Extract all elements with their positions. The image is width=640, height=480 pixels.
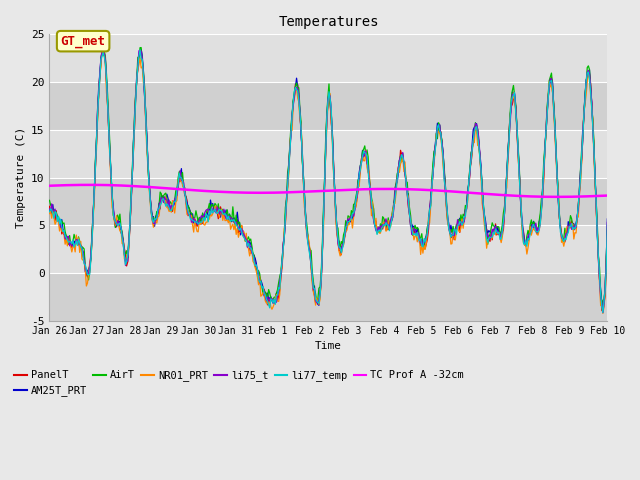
PanelT xyxy=(312,300,319,305)
TC Prof A -32cm xyxy=(349,187,356,192)
NR01_PRT xyxy=(604,233,611,239)
li75_t xyxy=(349,212,356,218)
AM25T_PRT xyxy=(138,47,145,52)
li77_temp xyxy=(599,310,607,315)
Bar xyxy=(49,130,607,178)
PanelT xyxy=(604,223,611,228)
Line: AM25T_PRT: AM25T_PRT xyxy=(49,49,607,305)
AM25T_PRT xyxy=(312,298,319,304)
Bar xyxy=(49,273,607,321)
Bar xyxy=(49,178,607,225)
AirT xyxy=(504,151,512,157)
AirT xyxy=(315,285,323,291)
li75_t xyxy=(599,310,607,315)
li75_t xyxy=(591,172,599,178)
li77_temp xyxy=(591,174,599,180)
Line: li75_t: li75_t xyxy=(49,50,607,312)
NR01_PRT xyxy=(45,211,53,216)
li77_temp xyxy=(604,222,611,228)
AirT xyxy=(598,303,605,309)
TC Prof A -32cm xyxy=(312,188,319,194)
AM25T_PRT xyxy=(604,216,611,222)
li75_t xyxy=(312,298,319,303)
li77_temp xyxy=(504,152,512,158)
AirT xyxy=(349,214,356,219)
li75_t xyxy=(604,220,611,226)
TC Prof A -32cm xyxy=(593,193,600,199)
AM25T_PRT xyxy=(349,214,356,220)
TC Prof A -32cm xyxy=(604,192,611,198)
Bar xyxy=(49,35,607,82)
Text: GT_met: GT_met xyxy=(61,35,106,48)
li77_temp xyxy=(315,300,323,306)
X-axis label: Time: Time xyxy=(315,341,342,351)
AirT xyxy=(604,226,611,232)
AM25T_PRT xyxy=(504,148,512,154)
Y-axis label: Temperature (C): Temperature (C) xyxy=(15,127,26,228)
PanelT xyxy=(591,172,599,178)
li77_temp xyxy=(136,47,144,53)
TC Prof A -32cm xyxy=(504,192,512,198)
li75_t xyxy=(136,48,144,53)
NR01_PRT xyxy=(379,222,387,228)
li77_temp xyxy=(312,296,319,302)
AirT xyxy=(138,45,145,50)
TC Prof A -32cm xyxy=(86,182,93,188)
li75_t xyxy=(315,298,323,303)
AirT xyxy=(379,214,387,220)
NR01_PRT xyxy=(591,179,599,184)
NR01_PRT xyxy=(312,302,319,308)
PanelT xyxy=(599,309,607,314)
li75_t xyxy=(45,206,53,212)
AM25T_PRT xyxy=(591,178,599,183)
NR01_PRT xyxy=(98,48,106,54)
PanelT xyxy=(45,204,53,209)
AM25T_PRT xyxy=(315,302,323,308)
AM25T_PRT xyxy=(599,302,607,308)
Line: TC Prof A -32cm: TC Prof A -32cm xyxy=(49,185,607,197)
Title: Temperatures: Temperatures xyxy=(278,15,379,29)
PanelT xyxy=(349,210,356,216)
NR01_PRT xyxy=(349,225,356,231)
Line: li77_temp: li77_temp xyxy=(49,50,607,312)
TC Prof A -32cm xyxy=(379,186,387,192)
PanelT xyxy=(315,300,323,305)
li77_temp xyxy=(45,209,53,215)
Line: AirT: AirT xyxy=(49,48,607,306)
NR01_PRT xyxy=(315,301,323,307)
TC Prof A -32cm xyxy=(45,183,53,189)
NR01_PRT xyxy=(504,160,512,166)
AirT xyxy=(591,177,599,183)
Bar xyxy=(49,82,607,130)
AirT xyxy=(312,290,319,296)
NR01_PRT xyxy=(599,311,607,316)
Bar xyxy=(49,225,607,273)
TC Prof A -32cm xyxy=(553,194,561,200)
li75_t xyxy=(379,222,387,228)
li75_t xyxy=(504,154,512,160)
AM25T_PRT xyxy=(379,222,387,228)
AirT xyxy=(45,197,53,203)
TC Prof A -32cm xyxy=(315,188,323,194)
Legend: PanelT, AM25T_PRT, AirT, NR01_PRT, li75_t, li77_temp, TC Prof A -32cm: PanelT, AM25T_PRT, AirT, NR01_PRT, li75_… xyxy=(10,366,468,401)
PanelT xyxy=(379,226,387,232)
PanelT xyxy=(504,155,512,160)
Line: PanelT: PanelT xyxy=(49,48,607,312)
AM25T_PRT xyxy=(45,207,53,213)
li77_temp xyxy=(379,224,387,229)
PanelT xyxy=(98,45,106,51)
li77_temp xyxy=(349,210,356,216)
Line: NR01_PRT: NR01_PRT xyxy=(49,51,607,313)
